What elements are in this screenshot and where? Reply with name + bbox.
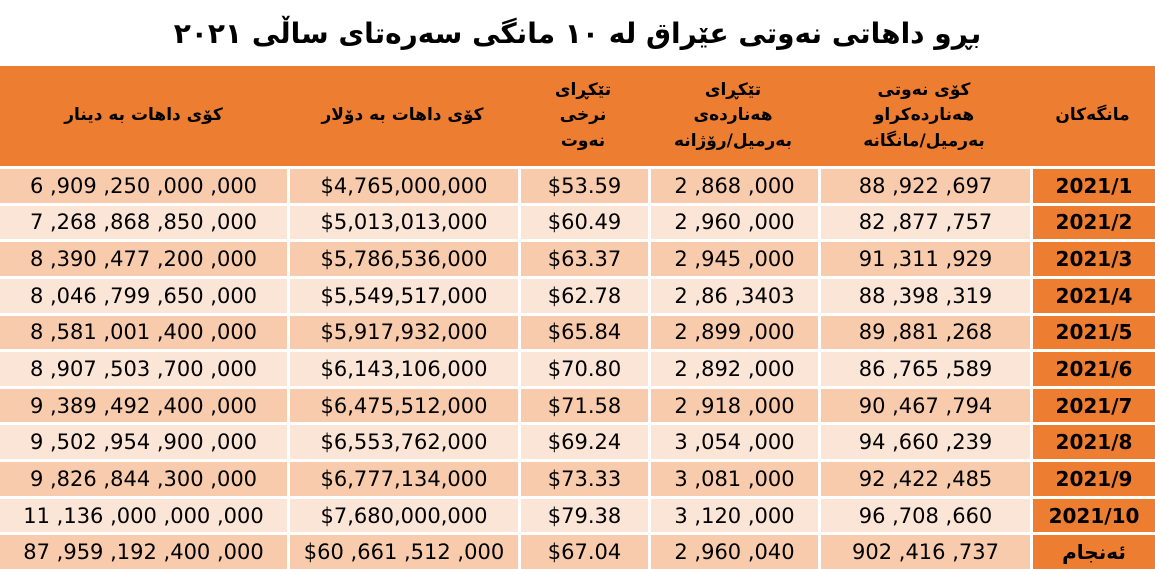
month-cell: ئەنجام xyxy=(1030,532,1155,569)
table-cell: 89 ,881 ,268 xyxy=(818,312,1030,350)
table-cell: 2 ,868 ,000 xyxy=(648,166,818,203)
table-cell: 9 ,389 ,492 ,400 ,000 xyxy=(0,385,287,423)
table-cell: 11 ,136 ,000 ,000 ,000 xyxy=(0,495,287,533)
month-cell: 2021/1 xyxy=(1030,166,1155,203)
table-cell: $73.33 xyxy=(518,459,648,496)
table-cell: $71.58 xyxy=(518,385,648,423)
table-cell: 3 ,120 ,000 xyxy=(648,495,818,533)
table-cell: $6,475,512,000 xyxy=(287,385,518,423)
month-cell: 2021/9 xyxy=(1030,459,1155,496)
table-cell: $5,786,536,000 xyxy=(287,239,518,276)
table-cell: $7,680,000,000 xyxy=(287,495,518,533)
table-cell: 94 ,660 ,239 xyxy=(818,422,1030,460)
header-cell-avg_oil_price: تێکڕای نرخی نەوت xyxy=(518,66,648,166)
table-cell: 3 ,054 ,000 xyxy=(648,422,818,460)
month-cell: 2021/3 xyxy=(1030,239,1155,276)
table-cell: 86 ,765 ,589 xyxy=(818,349,1030,386)
table-cell: 3 ,081 ,000 xyxy=(648,459,818,496)
table-cell: 8 ,046 ,799 ,650 ,000 xyxy=(0,275,287,313)
table-cell: 91 ,311 ,929 xyxy=(818,239,1030,276)
table-cell: 90 ,467 ,794 xyxy=(818,385,1030,423)
table-cell: $67.04 xyxy=(518,532,648,569)
table-cell: 2 ,892 ,000 xyxy=(648,349,818,386)
table-cell: $53.59 xyxy=(518,166,648,203)
table-cell: 82 ,877 ,757 xyxy=(818,202,1030,240)
table-cell: 88 ,398 ,319 xyxy=(818,275,1030,313)
header-cell-daily_export_barrels: تێکڕای هەناردەی بەرمیل/رۆژانە xyxy=(648,66,818,166)
header-cell-revenue_dollar: کۆی داهات بە دۆلار xyxy=(287,66,518,166)
table-cell: $65.84 xyxy=(518,312,648,350)
table-cell: 2 ,960 ,000 xyxy=(648,202,818,240)
month-cell: 2021/4 xyxy=(1030,275,1155,313)
table-cell: $62.78 xyxy=(518,275,648,313)
month-cell: 2021/10 xyxy=(1030,495,1155,533)
table-cell: $60.49 xyxy=(518,202,648,240)
page-title: بڕو داهاتی نەوتی عێراق لە ١٠ مانگی سەرەت… xyxy=(173,16,982,50)
table-cell: 9 ,826 ,844 ,300 ,000 xyxy=(0,459,287,496)
table-cell: $63.37 xyxy=(518,239,648,276)
table-cell: $6,777,134,000 xyxy=(287,459,518,496)
table-cell: 87 ,959 ,192 ,400 ,000 xyxy=(0,532,287,569)
table-cell: $70.80 xyxy=(518,349,648,386)
table-cell: 96 ,708 ,660 xyxy=(818,495,1030,533)
table-cell: 902 ,416 ,737 xyxy=(818,532,1030,569)
table-cell: 9 ,502 ,954 ,900 ,000 xyxy=(0,422,287,460)
table-cell: 8 ,390 ,477 ,200 ,000 xyxy=(0,239,287,276)
table-cell: $6,553,762,000 xyxy=(287,422,518,460)
table-cell: $5,549,517,000 xyxy=(287,275,518,313)
table-cell: $69.24 xyxy=(518,422,648,460)
table-cell: $79.38 xyxy=(518,495,648,533)
table-cell: $5,013,013,000 xyxy=(287,202,518,240)
table-cell: $4,765,000,000 xyxy=(287,166,518,203)
month-cell: 2021/6 xyxy=(1030,349,1155,386)
table-cell: $60 ,661 ,512 ,000 xyxy=(287,532,518,569)
month-cell: 2021/5 xyxy=(1030,312,1155,350)
table-cell: 2 ,899 ,000 xyxy=(648,312,818,350)
table-cell: 2 ,960 ,040 xyxy=(648,532,818,569)
month-cell: 2021/2 xyxy=(1030,202,1155,240)
table-cell: 8 ,581 ,001 ,400 ,000 xyxy=(0,312,287,350)
table-cell: 2 ,86 ,3403 xyxy=(648,275,818,313)
table-cell: 88 ,922 ,697 xyxy=(818,166,1030,203)
table-cell: 2 ,945 ,000 xyxy=(648,239,818,276)
revenue-table: مانگەکان کۆی نەوتی هەناردەکراو بەرمیل/مان… xyxy=(0,66,1155,569)
table-cell: $6,143,106,000 xyxy=(287,349,518,386)
header-cell-revenue_dinar: کۆی داهات بە دینار xyxy=(0,66,287,166)
header-cell-month: مانگەکان xyxy=(1030,66,1155,166)
month-cell: 2021/7 xyxy=(1030,385,1155,423)
table-cell: $5,917,932,000 xyxy=(287,312,518,350)
table-cell: 92 ,422 ,485 xyxy=(818,459,1030,496)
table-cell: 7 ,268 ,868 ,850 ,000 xyxy=(0,202,287,240)
table-cell: 2 ,918 ,000 xyxy=(648,385,818,423)
table-cell: 6 ,909 ,250 ,000 ,000 xyxy=(0,166,287,203)
table-cell: 8 ,907 ,503 ,700 ,000 xyxy=(0,349,287,386)
header-cell-monthly_export_barrels: کۆی نەوتی هەناردەکراو بەرمیل/مانگانە xyxy=(818,66,1030,166)
month-cell: 2021/8 xyxy=(1030,422,1155,460)
